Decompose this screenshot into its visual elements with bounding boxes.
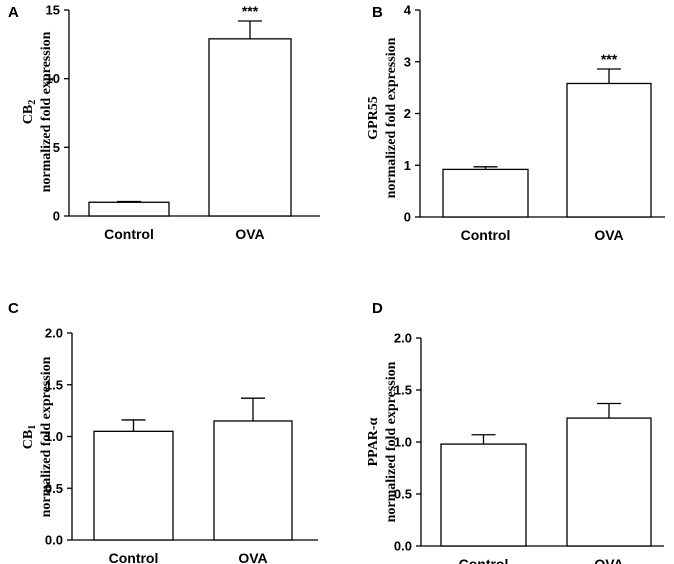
significance-marker: *** <box>601 51 618 67</box>
y-tick-label: 2.0 <box>394 331 412 346</box>
y-axis-label-line1: PPAR-α <box>366 417 381 466</box>
bar-control <box>88 201 170 217</box>
y-tick-label: 2.0 <box>45 326 63 341</box>
y-tick-label: 0 <box>404 210 411 225</box>
category-label: OVA <box>235 226 264 242</box>
y-tick-label: 2 <box>404 106 411 121</box>
y-tick-label: 3 <box>404 54 411 69</box>
y-axis-label-line2: normalized fold expression <box>39 31 54 192</box>
category-label: Control <box>461 227 511 243</box>
y-axis-label-line1: CB <box>21 105 36 124</box>
y-tick-label: 0.0 <box>394 539 412 554</box>
y-axis-label-line2: normalized fold expression <box>384 361 399 522</box>
y-tick-label: 4 <box>404 3 412 18</box>
category-label: OVA <box>594 556 623 564</box>
y-tick-label: 0.0 <box>45 533 63 548</box>
y-tick-label: 15 <box>46 3 60 18</box>
category-label: Control <box>459 556 509 564</box>
category-label: Control <box>109 550 159 564</box>
y-axis-label-line1: GPR55 <box>366 96 381 140</box>
y-tick-label: 5 <box>53 140 60 155</box>
y-axis-label: CB1normalized fold expression <box>21 356 54 517</box>
bar-control <box>93 430 174 541</box>
panel-letter: D <box>372 300 383 317</box>
bar-ova <box>213 420 293 541</box>
y-tick-label: 1.5 <box>394 383 412 398</box>
y-axis-label-line2: normalized fold expression <box>384 37 399 198</box>
y-axis-label-line1: CB <box>21 430 36 449</box>
y-tick-label: 0.5 <box>394 487 412 502</box>
bar-control <box>442 168 529 218</box>
panel-letter: B <box>372 4 383 21</box>
category-label: OVA <box>238 550 267 564</box>
panel-b: B 0 1 2 3 4 Control OVA *** GPR55 normalized fold … <box>366 3 665 243</box>
category-label: OVA <box>594 227 623 243</box>
y-tick-label: 1 <box>404 158 411 173</box>
y-tick-label: 1.0 <box>45 429 63 444</box>
y-tick-label: 1.0 <box>394 435 412 450</box>
panel-letter: A <box>8 4 19 21</box>
bar-control <box>440 443 527 547</box>
y-axis-label-subscript: 1 <box>27 425 38 430</box>
y-axis-label: CB2normalized fold expression <box>21 31 54 192</box>
y-axis-label: PPAR-α normalized fold expression <box>366 361 399 522</box>
bar-ova <box>566 417 652 547</box>
panel-letter: C <box>8 300 19 317</box>
y-tick-label: 1.5 <box>45 377 63 392</box>
y-tick-label: 0 <box>53 209 60 224</box>
panel-a: A 0 5 10 15 Control OVA *** CB2normalized fold e… <box>8 3 320 242</box>
y-axis-label-subscript: 2 <box>27 100 38 105</box>
y-axis-label-line2: normalized fold expression <box>39 356 54 517</box>
y-tick-label: 0.5 <box>45 481 63 496</box>
category-label: Control <box>104 226 154 242</box>
y-axis-label: GPR55 normalized fold expression <box>366 37 399 198</box>
y-tick-label: 10 <box>46 71 60 86</box>
bar-ova <box>208 38 292 217</box>
bar-ova <box>566 82 652 218</box>
panel-c: C 0.0 0.5 1.0 1.5 2.0 Control OVA CB1normalized … <box>8 300 318 564</box>
panel-d: D 0.0 0.5 1.0 1.5 2.0 Control OVA PPAR-α normaliz… <box>366 300 664 564</box>
significance-marker: *** <box>242 3 259 19</box>
